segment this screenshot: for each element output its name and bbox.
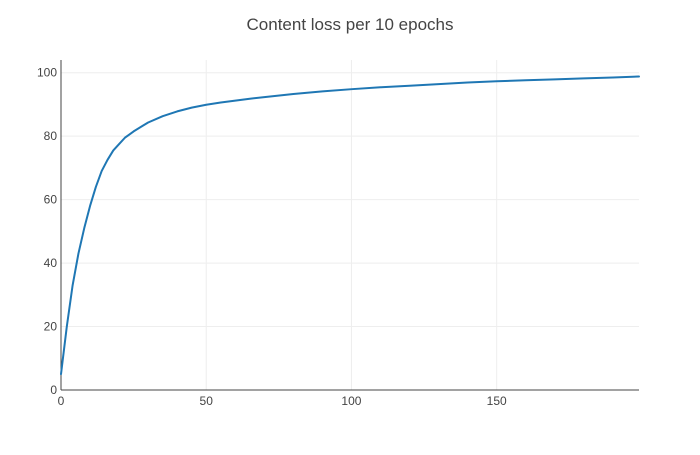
chart-title: Content loss per 10 epochs — [247, 15, 454, 34]
x-tick-label: 150 — [487, 394, 507, 408]
y-tick-label: 40 — [44, 256, 58, 270]
y-tick-label: 100 — [37, 66, 57, 80]
series-layer — [60, 75, 640, 376]
x-tick-label: 0 — [58, 394, 65, 408]
x-tick-label: 100 — [341, 394, 361, 408]
y-tick-label: 0 — [50, 383, 57, 397]
series-line — [60, 75, 640, 376]
y-tick-label: 60 — [44, 193, 58, 207]
x-tick-label: 50 — [200, 394, 214, 408]
axes: 0 50 100 150 0 20 40 60 80 100 — [37, 60, 639, 408]
grid-lines — [61, 60, 639, 390]
y-tick-label: 80 — [44, 129, 58, 143]
y-tick-label: 20 — [44, 320, 58, 334]
